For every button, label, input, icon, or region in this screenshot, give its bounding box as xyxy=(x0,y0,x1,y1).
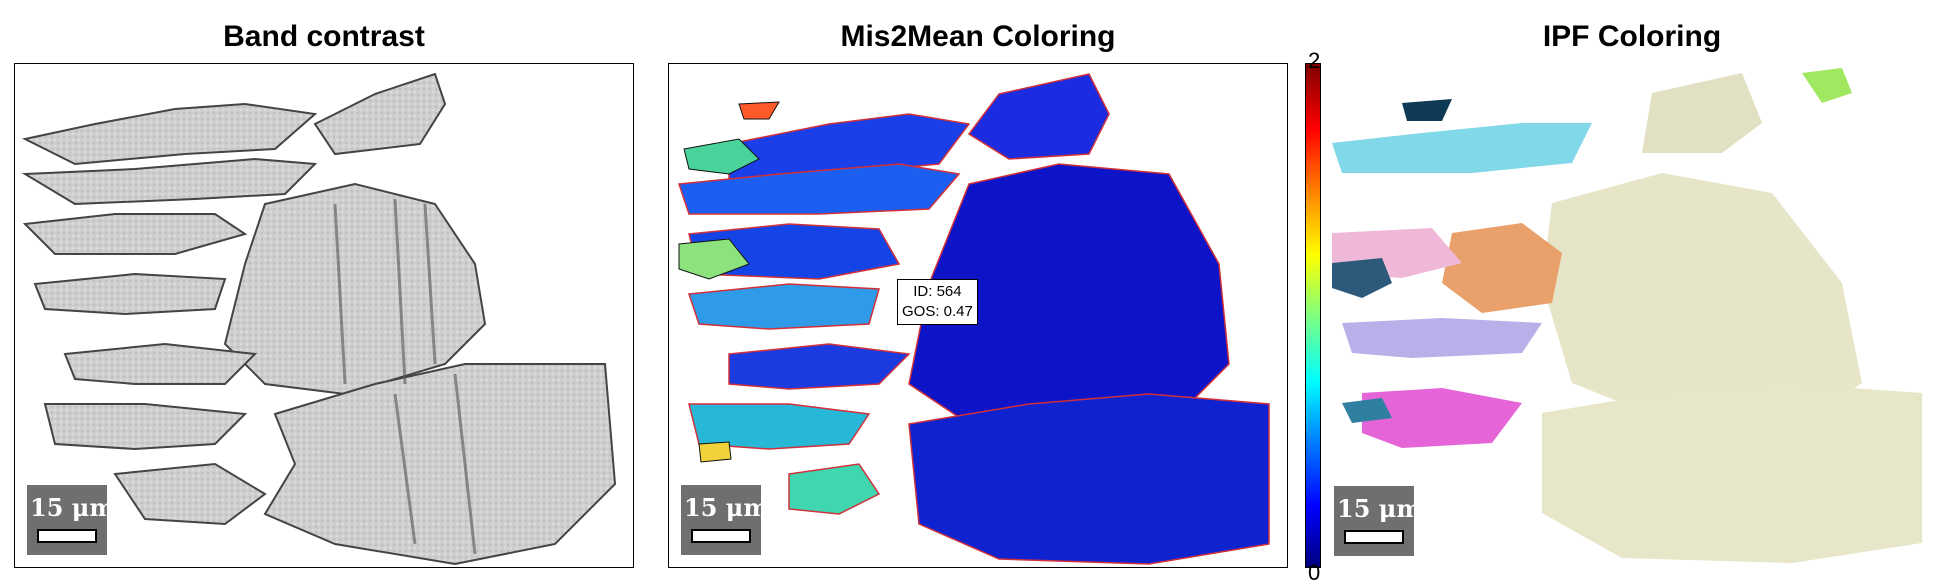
mis2mean-map: ID: 564 GOS: 0.47 15 μm xyxy=(668,63,1288,568)
ipf-map: 15 μm xyxy=(1322,63,1942,568)
scale-bar-label: 15 μm xyxy=(1334,494,1417,523)
scale-bar: 15 μm xyxy=(1334,486,1414,556)
scale-bar-line xyxy=(37,529,97,543)
tooltip-id: ID: 564 xyxy=(902,282,973,302)
colorbar-max-label: 2 xyxy=(1308,48,1320,74)
mis2mean-colorbar xyxy=(1305,63,1321,568)
scale-bar-label: 15 μm xyxy=(681,493,764,522)
tooltip-gos: GOS: 0.47 xyxy=(902,302,973,322)
ipf-title: IPF Coloring xyxy=(1322,20,1942,54)
ipf-image xyxy=(1322,63,1942,568)
grain-tooltip: ID: 564 GOS: 0.47 xyxy=(897,279,978,325)
colorbar-min-label: 0 xyxy=(1308,560,1320,586)
band-contrast-title: Band contrast xyxy=(14,20,634,54)
band-contrast-map: 15 μm xyxy=(14,63,634,568)
scale-bar-line xyxy=(691,529,751,543)
scale-bar-line xyxy=(1344,530,1404,544)
scale-bar: 15 μm xyxy=(27,485,107,555)
scale-bar-label: 15 μm xyxy=(27,493,110,522)
mis2mean-title: Mis2Mean Coloring xyxy=(668,20,1288,54)
scale-bar: 15 μm xyxy=(681,485,761,555)
